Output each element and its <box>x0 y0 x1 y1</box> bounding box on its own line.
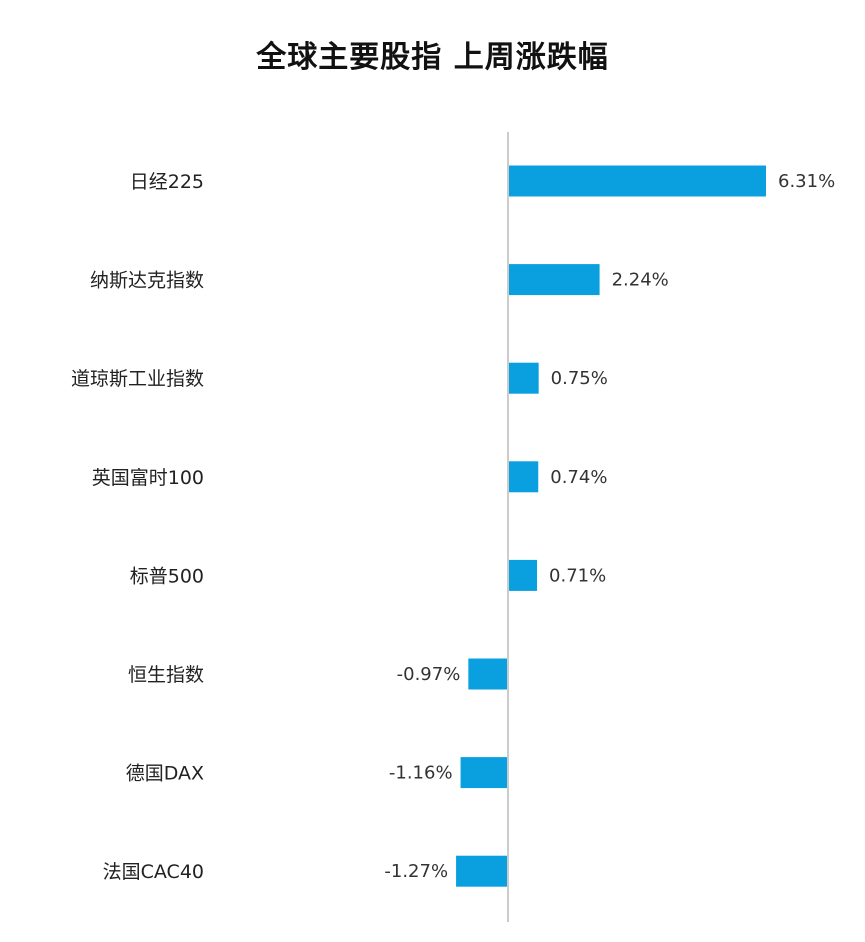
bar <box>508 461 539 493</box>
bar <box>508 559 538 591</box>
category-label: 恒生指数 <box>128 664 204 686</box>
category-label: 标普500 <box>130 565 204 587</box>
bar <box>468 658 508 690</box>
value-label: 0.71% <box>549 565 606 586</box>
category-label: 德国DAX <box>126 763 204 785</box>
category-label: 日经225 <box>130 171 204 193</box>
value-label: -1.27% <box>384 861 448 882</box>
bar <box>508 264 600 296</box>
value-label: -1.16% <box>389 763 453 784</box>
category-label: 纳斯达克指数 <box>90 270 204 292</box>
value-label: 0.75% <box>551 368 608 389</box>
category-label: 英国富时100 <box>92 467 204 489</box>
value-label: 6.31% <box>778 171 835 192</box>
bar <box>508 165 766 197</box>
category-label: 法国CAC40 <box>103 861 204 883</box>
chart-title: 全球主要股指 上周涨跌幅 <box>256 40 609 75</box>
bar <box>460 757 508 789</box>
value-label: 0.74% <box>550 467 607 488</box>
bars-layer: 日经225 6.31% 纳斯达克指数 2.24% 道琼斯工业指数 0.75% 英国富时100… <box>71 165 835 887</box>
value-label: -0.97% <box>397 664 461 685</box>
value-label: 2.24% <box>612 270 669 291</box>
bar <box>456 855 508 887</box>
bar <box>508 362 539 394</box>
category-label: 道琼斯工业指数 <box>71 368 204 390</box>
